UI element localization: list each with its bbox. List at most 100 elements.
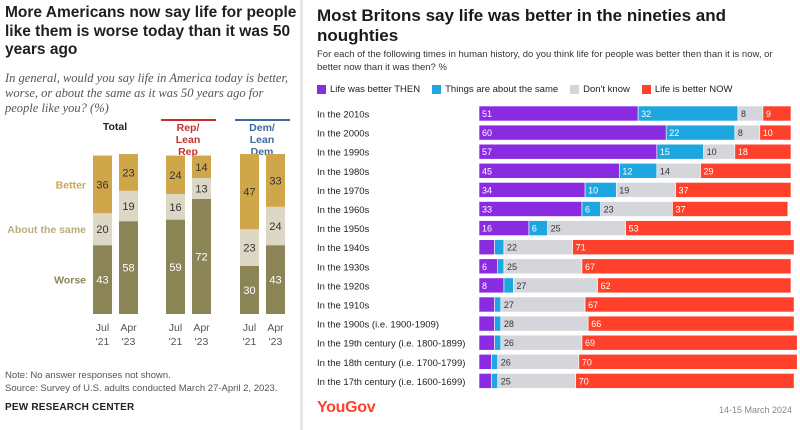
data-label: 15 xyxy=(660,147,670,157)
data-label: 23 xyxy=(243,243,255,255)
pew-logo: PEW RESEARCH CENTER xyxy=(5,402,135,413)
data-label: 43 xyxy=(96,275,108,287)
group-label: Rep/ xyxy=(177,122,200,134)
bar-segment xyxy=(581,258,792,275)
data-label: 60 xyxy=(482,128,492,138)
data-label: 24 xyxy=(169,170,181,182)
bar-segment xyxy=(759,124,792,141)
group-label: Dem/ xyxy=(249,122,275,134)
bar-segment xyxy=(625,220,792,236)
data-label: 8 xyxy=(738,128,743,138)
legend-swatch xyxy=(432,85,442,94)
data-label: 45 xyxy=(482,166,492,176)
series-label: Better xyxy=(56,179,86,191)
category-label: In the 1920s xyxy=(317,281,370,292)
data-label: 58 xyxy=(122,263,134,275)
tick-label: Jul xyxy=(243,322,256,334)
data-label: 28 xyxy=(504,319,514,329)
data-label: 14 xyxy=(660,166,670,176)
bar-segment xyxy=(119,190,138,222)
pew-title: More Americans now say life for people l… xyxy=(5,4,297,58)
legend-item: Things are about the same xyxy=(432,84,558,95)
data-label: 27 xyxy=(504,300,514,310)
tick-label: '23 xyxy=(269,336,283,348)
data-label: 25 xyxy=(507,262,517,272)
tick-label: '21 xyxy=(169,336,183,348)
data-label: 47 xyxy=(243,187,255,199)
category-label: In the 19th century (i.e. 1800-1899) xyxy=(317,339,465,350)
bar-segment xyxy=(119,221,138,314)
bar-segment xyxy=(478,201,583,217)
category-label: In the 1940s xyxy=(317,243,370,254)
category-label: In the 1930s xyxy=(317,262,370,273)
data-label: 72 xyxy=(195,251,207,263)
data-label: 62 xyxy=(601,281,611,291)
data-label: 25 xyxy=(551,224,561,234)
data-label: 20 xyxy=(96,224,108,236)
series-label: Worse xyxy=(54,275,86,287)
tick-label: '23 xyxy=(122,336,136,348)
bar-segment xyxy=(192,178,211,199)
tick-label: Apr xyxy=(193,322,210,334)
bar-segment xyxy=(93,245,112,314)
data-label: 8 xyxy=(741,109,746,119)
data-label: 6 xyxy=(585,205,590,215)
data-label: 10 xyxy=(707,147,717,157)
group-label: Lean xyxy=(176,134,201,146)
data-label: 19 xyxy=(122,201,134,213)
data-label: 23 xyxy=(604,205,614,215)
tick-label: '21 xyxy=(96,336,110,348)
group-label: Rep xyxy=(178,146,198,158)
bar-segment xyxy=(478,124,667,141)
bar-segment xyxy=(166,219,185,314)
data-label: 8 xyxy=(482,281,487,291)
pew-subtitle: In general, would you say life in Americ… xyxy=(5,71,289,115)
group-label: Total xyxy=(103,121,127,133)
bar-segment xyxy=(503,277,514,294)
bar-segment xyxy=(240,229,259,266)
bar-segment xyxy=(478,105,639,122)
category-label: In the 1910s xyxy=(317,301,370,312)
legend-label: Don't know xyxy=(583,84,630,95)
data-label: 6 xyxy=(482,262,487,272)
bar-segment xyxy=(192,198,211,314)
tick-label: Apr xyxy=(120,322,137,334)
bar-segment xyxy=(478,334,495,351)
category-label: In the 17th century (i.e. 1600-1699) xyxy=(317,377,465,388)
bar-segment xyxy=(119,154,138,191)
category-label: In the 2010s xyxy=(317,110,370,121)
data-label: 30 xyxy=(243,285,255,297)
category-label: In the 1960s xyxy=(317,205,370,216)
data-label: 16 xyxy=(169,202,181,214)
bar-segment xyxy=(166,155,185,194)
bar-segment xyxy=(578,354,798,370)
pew-panel: More Americans now say life for people l… xyxy=(0,0,300,430)
bar-segment xyxy=(491,354,499,370)
data-label: 59 xyxy=(169,262,181,274)
panel-divider xyxy=(300,0,303,430)
data-label: 22 xyxy=(507,243,517,253)
bar-segment xyxy=(240,266,259,314)
bar-segment xyxy=(762,105,792,122)
data-label: 53 xyxy=(629,224,639,234)
bar-segment xyxy=(266,245,285,314)
data-label: 24 xyxy=(269,221,281,233)
data-label: 32 xyxy=(641,109,651,119)
bar-segment xyxy=(478,315,495,332)
bar-segment xyxy=(93,213,112,246)
data-label: 69 xyxy=(585,338,595,348)
category-label: In the 1970s xyxy=(317,186,370,197)
data-label: 14 xyxy=(195,162,207,174)
yougov-legend: Life was better THEN Things are about the… xyxy=(317,84,744,95)
data-label: 18 xyxy=(738,147,748,157)
bar-segment xyxy=(192,155,211,178)
series-label: About the same xyxy=(7,224,86,236)
bar-segment xyxy=(478,239,495,255)
legend-swatch xyxy=(641,85,651,94)
tick-label: Jul xyxy=(169,322,182,334)
bar-segment xyxy=(266,154,285,207)
bar-segment xyxy=(478,354,492,370)
data-label: 36 xyxy=(96,179,108,191)
data-label: 13 xyxy=(195,183,207,195)
category-label: In the 1950s xyxy=(317,224,370,235)
